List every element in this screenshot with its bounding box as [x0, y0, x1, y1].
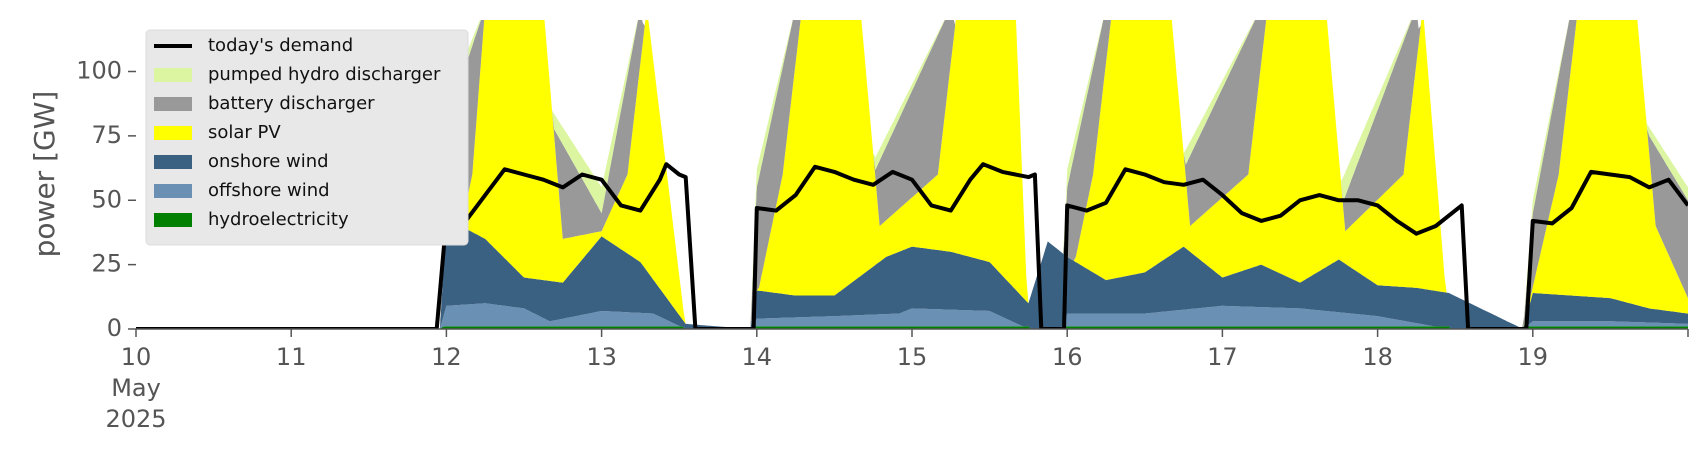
legend-label: onshore wind — [208, 151, 329, 172]
stacked-area-layer — [136, 20, 1688, 329]
y-tick-label: 75 — [91, 121, 122, 149]
x-tick-label: 16 — [1052, 343, 1083, 371]
area-onshore-wind — [136, 218, 1688, 329]
legend-label: pumped hydro discharger — [208, 64, 441, 85]
y-tick-label: 25 — [91, 250, 122, 278]
x-tick-label: 11 — [276, 343, 307, 371]
axes: 0 25 50 75 100 10 May 2025 11 12 13 14 15 16 17 18 19 — [76, 57, 1689, 433]
x-tick-label: 14 — [742, 343, 773, 371]
area-battery-discharger — [136, 20, 1688, 329]
y-tick-label: 50 — [91, 185, 122, 213]
x-tick-label: 12 — [431, 343, 462, 371]
legend-swatch — [154, 184, 192, 198]
legend-label: battery discharger — [208, 93, 375, 114]
x-tick-label: 18 — [1362, 343, 1393, 371]
demand-line — [136, 162, 1688, 329]
legend: today's demand pumped hydro discharger bat… — [145, 29, 469, 246]
legend-label: offshore wind — [208, 180, 330, 201]
demand-line-layer — [136, 162, 1688, 329]
legend-swatch — [154, 97, 192, 111]
legend-box — [145, 29, 469, 246]
x-tick-label: 15 — [897, 343, 928, 371]
legend-swatch — [154, 126, 192, 140]
x-tick-label: 10 — [121, 343, 152, 371]
area-offshore-wind — [136, 303, 1688, 329]
x-tick-label: 13 — [586, 343, 617, 371]
area-solar-pv — [136, 20, 1688, 329]
x-tick-label: 19 — [1518, 343, 1549, 371]
legend-label: hydroelectricity — [208, 209, 349, 230]
y-tick-label: 0 — [107, 314, 122, 342]
x-tick-label: 17 — [1207, 343, 1238, 371]
legend-label: today's demand — [208, 35, 353, 56]
legend-label: solar PV — [208, 122, 281, 143]
x-tick-label: May — [111, 374, 161, 402]
legend-swatch — [154, 155, 192, 169]
legend-swatch — [154, 68, 192, 82]
legend-swatch — [154, 213, 192, 227]
x-tick-label: 2025 — [105, 405, 166, 433]
y-tick-label: 100 — [76, 57, 122, 85]
y-axis-label: power [GW] — [28, 91, 61, 258]
